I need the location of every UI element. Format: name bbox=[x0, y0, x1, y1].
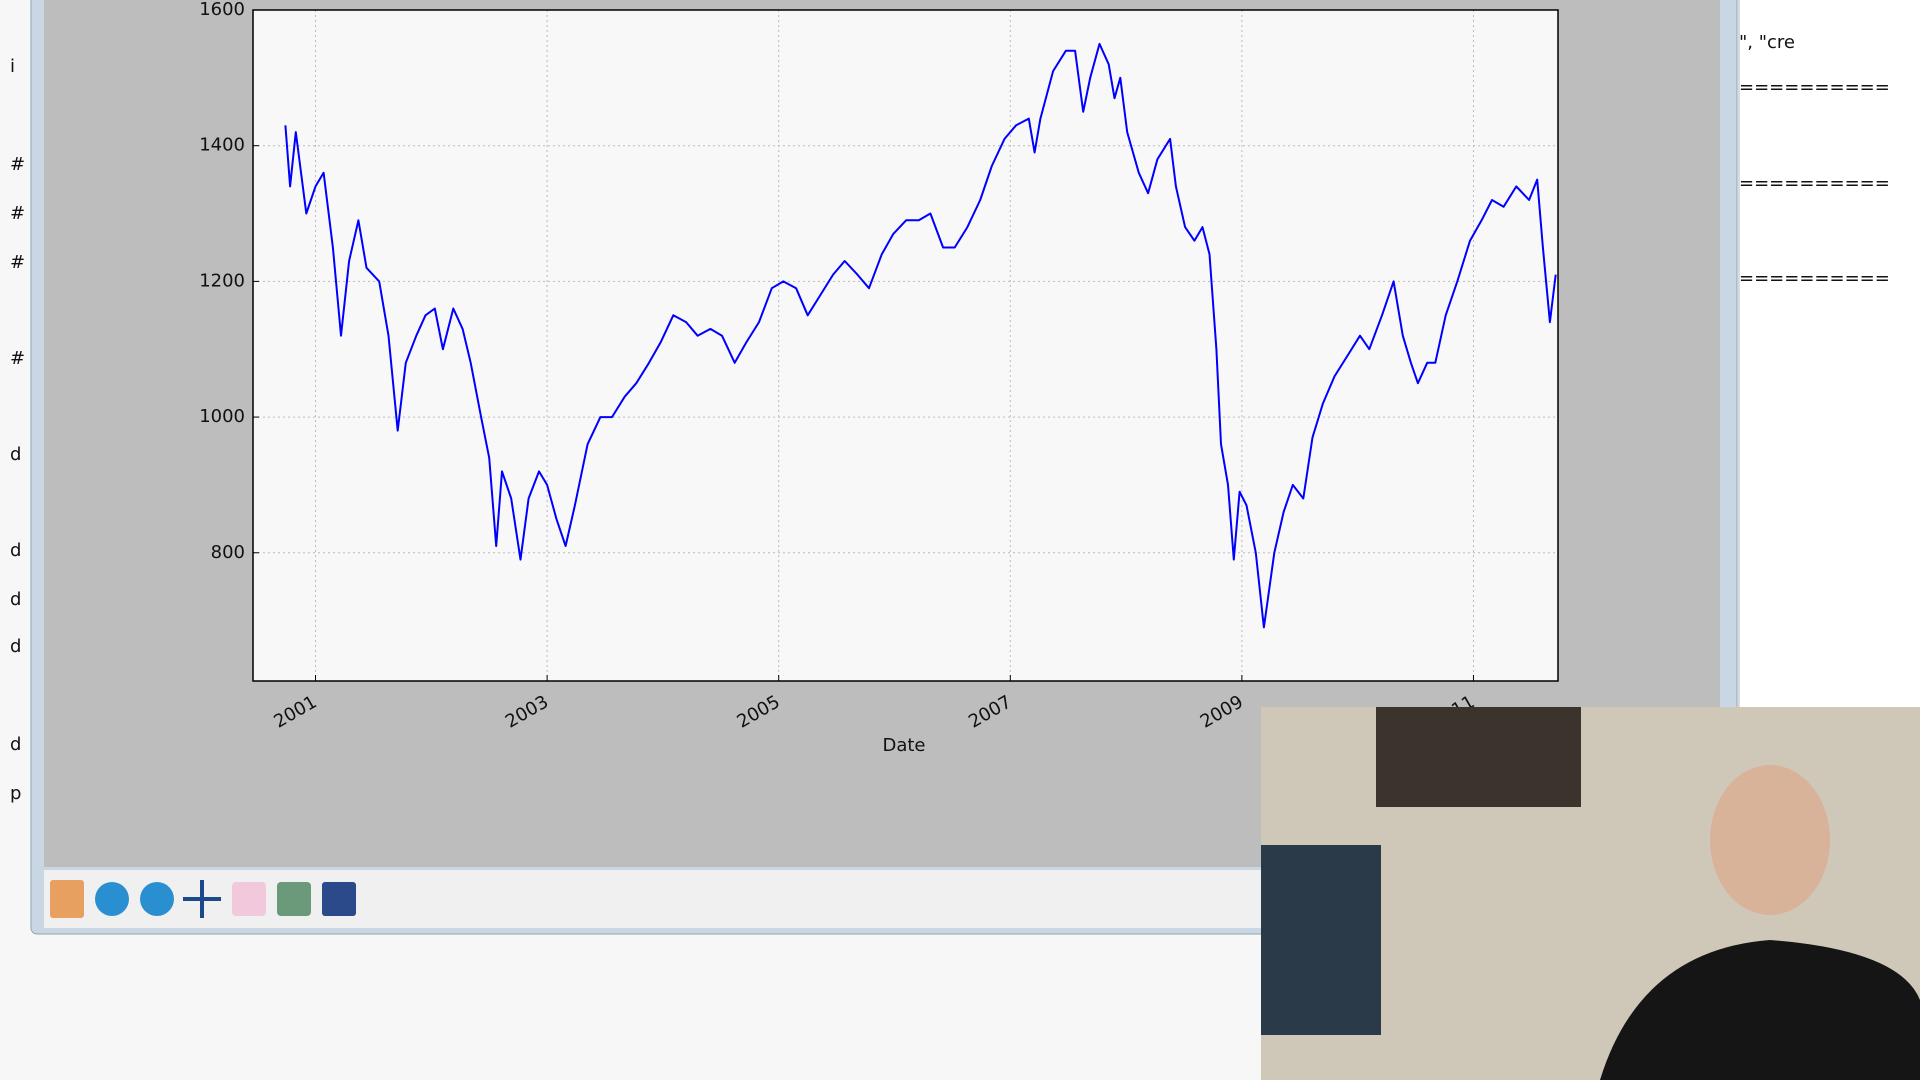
forward-button[interactable] bbox=[140, 882, 174, 916]
plot-area bbox=[253, 10, 1558, 681]
y-tick-label: 800 bbox=[211, 542, 245, 563]
code-line: # bbox=[10, 252, 25, 273]
toolbar-buttons[interactable] bbox=[50, 880, 356, 918]
code-line: ========== bbox=[1739, 268, 1890, 289]
y-tick-label: 1000 bbox=[199, 406, 245, 427]
code-line: ========== bbox=[1739, 173, 1890, 194]
code-line: d bbox=[10, 444, 21, 465]
axes-frame bbox=[252, 9, 1559, 682]
save-button[interactable] bbox=[322, 882, 356, 916]
home-button[interactable] bbox=[50, 880, 84, 918]
code-line: ========== bbox=[1739, 77, 1890, 98]
y-tick-label: 1400 bbox=[199, 135, 245, 156]
webcam-picture-frame bbox=[1376, 707, 1581, 807]
code-line: # bbox=[10, 154, 25, 175]
zoom-button[interactable] bbox=[232, 882, 266, 916]
webcam-person-face bbox=[1710, 765, 1830, 915]
code-line: d bbox=[10, 636, 21, 657]
webcam-overlay bbox=[1261, 707, 1920, 1080]
code-line: # bbox=[10, 348, 25, 369]
configure-button[interactable] bbox=[277, 882, 311, 916]
webcam-person-body bbox=[1600, 940, 1920, 1080]
webcam-monitor bbox=[1261, 845, 1381, 1035]
right-editor bbox=[1739, 0, 1920, 720]
left-editor-text: i # # # # d d d d d p bbox=[10, 56, 25, 804]
back-button[interactable] bbox=[95, 882, 129, 916]
code-line: # bbox=[10, 203, 25, 224]
pan-button[interactable] bbox=[183, 880, 221, 918]
right-editor-text: ", "cre ========== ========== ========== bbox=[1739, 32, 1890, 289]
price-line bbox=[284, 42, 1557, 629]
code-line: i bbox=[10, 56, 15, 77]
code-line: d bbox=[10, 589, 21, 610]
y-tick-label: 1200 bbox=[199, 270, 245, 291]
code-line: ", "cre bbox=[1739, 32, 1795, 53]
code-line: d bbox=[10, 734, 21, 755]
y-tick-label: 1600 bbox=[199, 0, 245, 20]
x-axis-label: Date bbox=[882, 735, 925, 756]
code-line: d bbox=[10, 540, 21, 561]
code-line: p bbox=[10, 783, 21, 804]
